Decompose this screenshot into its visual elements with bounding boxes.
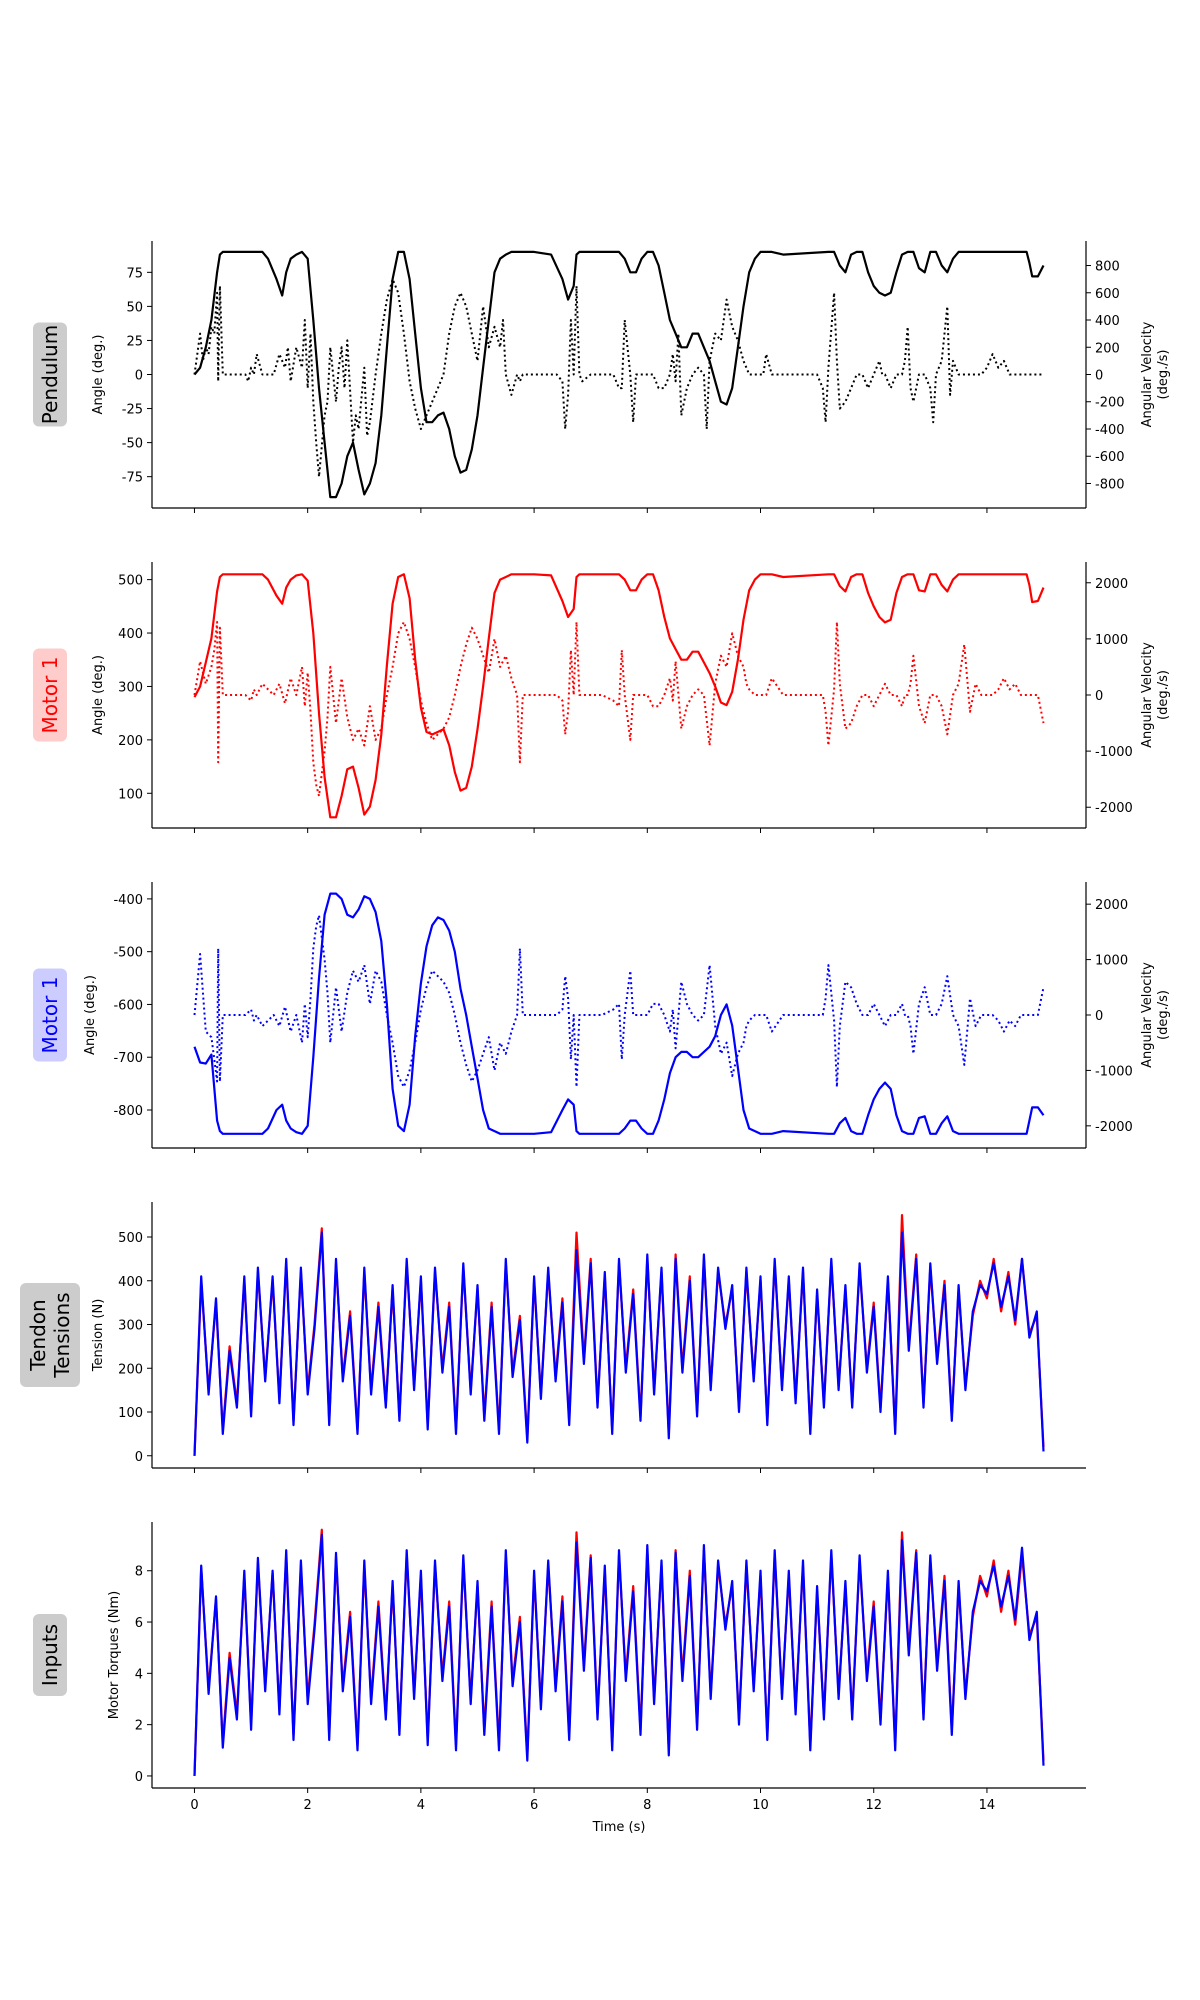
right-tick-label: 800 xyxy=(1095,260,1120,275)
right-tick-label: 0 xyxy=(1095,689,1103,704)
left-tick-label: 0 xyxy=(135,1770,143,1785)
series-line-solid-left xyxy=(193,573,1045,819)
left-tick-label: 0 xyxy=(135,369,143,384)
right-tick-label: 1000 xyxy=(1095,954,1128,969)
chart-panel-2: 500 400 300 200 100 2000 1000 0 -1000 -2000 Angle … xyxy=(33,562,1171,833)
left-axis-label: Angle (deg.) xyxy=(91,655,106,735)
right-tick-label: -600 xyxy=(1095,450,1125,465)
left-tick-label: 8 xyxy=(135,1565,143,1580)
left-tick-label: -500 xyxy=(113,946,143,961)
right-tick-label: 0 xyxy=(1095,369,1103,384)
left-tick-label: 50 xyxy=(126,300,143,315)
left-tick-label: 100 xyxy=(118,787,143,802)
x-axis-label: Time (s) xyxy=(592,1820,646,1835)
row-label: Tendon xyxy=(26,1299,50,1371)
row-label-badge xyxy=(33,648,67,742)
left-tick-label: 2 xyxy=(135,1719,143,1734)
row-label: Tensions xyxy=(50,1292,74,1378)
right-axis-label-unit: (deg./s) xyxy=(1156,350,1171,400)
row-label-badge xyxy=(33,1614,67,1696)
left-tick-label: 25 xyxy=(126,334,143,349)
right-tick-label: 200 xyxy=(1095,341,1120,356)
x-tick-label: 4 xyxy=(417,1798,425,1813)
x-tick-label: 10 xyxy=(752,1798,769,1813)
chart-panel-3: -400 -500 -600 -700 -800 2000 1000 0 -1000 -2000 A… xyxy=(33,882,1171,1153)
row-label: Motor 1 xyxy=(38,657,62,734)
x-tick-label: 6 xyxy=(530,1798,538,1813)
left-tick-label: 4 xyxy=(135,1667,143,1682)
left-tick-label: 400 xyxy=(118,627,143,642)
row-label: Inputs xyxy=(38,1624,62,1686)
right-tick-label: -800 xyxy=(1095,477,1125,492)
right-tick-label: -2000 xyxy=(1095,1120,1133,1135)
left-tick-label: -800 xyxy=(113,1104,143,1119)
left-tick-label: 6 xyxy=(135,1616,143,1631)
row-label: Motor 1 xyxy=(38,977,62,1054)
right-tick-label: -200 xyxy=(1095,396,1125,411)
right-axis-label: Angular Velocity xyxy=(1140,321,1155,427)
left-tick-label: -600 xyxy=(113,998,143,1013)
left-tick-label: 200 xyxy=(118,1362,143,1377)
left-tick-label: 75 xyxy=(126,266,143,281)
left-tick-label: 200 xyxy=(118,734,143,749)
left-tick-label: 300 xyxy=(118,1319,143,1334)
left-tick-label: -25 xyxy=(122,403,143,418)
right-axis-label-unit: (deg./s) xyxy=(1156,670,1171,720)
chart-panel-1: 75 50 25 0 -25 -50 -75 800 600 400 200 0 -200 -400 -60… xyxy=(33,241,1171,513)
right-tick-label: -2000 xyxy=(1095,801,1133,816)
x-tick-label: 2 xyxy=(304,1798,312,1813)
left-tick-label: -50 xyxy=(122,437,143,452)
right-tick-label: -1000 xyxy=(1095,1064,1133,1079)
left-tick-label: 100 xyxy=(118,1406,143,1421)
left-tick-label: -75 xyxy=(122,471,143,486)
left-tick-label: 400 xyxy=(118,1275,143,1290)
series-line-solid-left xyxy=(193,1231,1045,1456)
right-tick-label: 400 xyxy=(1095,314,1120,329)
left-tick-label: 500 xyxy=(118,1231,143,1246)
series-line-solid-left xyxy=(193,1533,1045,1776)
x-tick-label: 12 xyxy=(865,1798,882,1813)
left-tick-label: 300 xyxy=(118,680,143,695)
right-tick-label: 1000 xyxy=(1095,633,1128,648)
left-tick-label: -400 xyxy=(113,893,143,908)
series-line-solid-left xyxy=(193,892,1045,1135)
chart-panel-5: 8 6 4 2 0 0 2 4 6 8 10 12 14 Motor Torques (Nm) Inputs xyxy=(33,1522,1086,1813)
x-tick-label: 8 xyxy=(643,1798,651,1813)
series-line-dotted-right xyxy=(193,278,1044,478)
series-line-dotted-right xyxy=(193,621,1045,797)
series-line-dotted-right xyxy=(193,914,1045,1088)
row-label-badge xyxy=(33,968,67,1062)
right-tick-label: 0 xyxy=(1095,1009,1103,1024)
left-axis-label: Angle (deg.) xyxy=(83,975,98,1055)
right-tick-label: 600 xyxy=(1095,287,1120,302)
right-tick-label: 2000 xyxy=(1095,577,1128,592)
series-line-solid-left xyxy=(193,250,1045,499)
x-tick-label: 0 xyxy=(190,1798,198,1813)
left-axis-label: Tension (N) xyxy=(91,1299,106,1373)
right-tick-label: -1000 xyxy=(1095,745,1133,760)
right-axis-label-unit: (deg./s) xyxy=(1156,990,1171,1040)
row-label: Pendulum xyxy=(38,325,62,424)
x-tick-label: 14 xyxy=(979,1798,996,1813)
left-axis-label: Motor Torques (Nm) xyxy=(107,1591,122,1719)
row-label-badge xyxy=(33,322,67,427)
left-tick-label: -700 xyxy=(113,1051,143,1066)
right-tick-label: 2000 xyxy=(1095,898,1128,913)
right-tick-label: -400 xyxy=(1095,423,1125,438)
left-tick-label: 0 xyxy=(135,1450,143,1465)
right-axis-label: Angular Velocity xyxy=(1140,642,1155,748)
left-tick-label: 500 xyxy=(118,574,143,589)
right-axis-label: Angular Velocity xyxy=(1140,962,1155,1068)
left-axis-label: Angle (deg.) xyxy=(91,335,106,415)
row-label-badge xyxy=(20,1283,80,1387)
chart-panel-4: 500 400 300 200 100 0 Tension (N) Tendon Tension… xyxy=(20,1202,1086,1473)
